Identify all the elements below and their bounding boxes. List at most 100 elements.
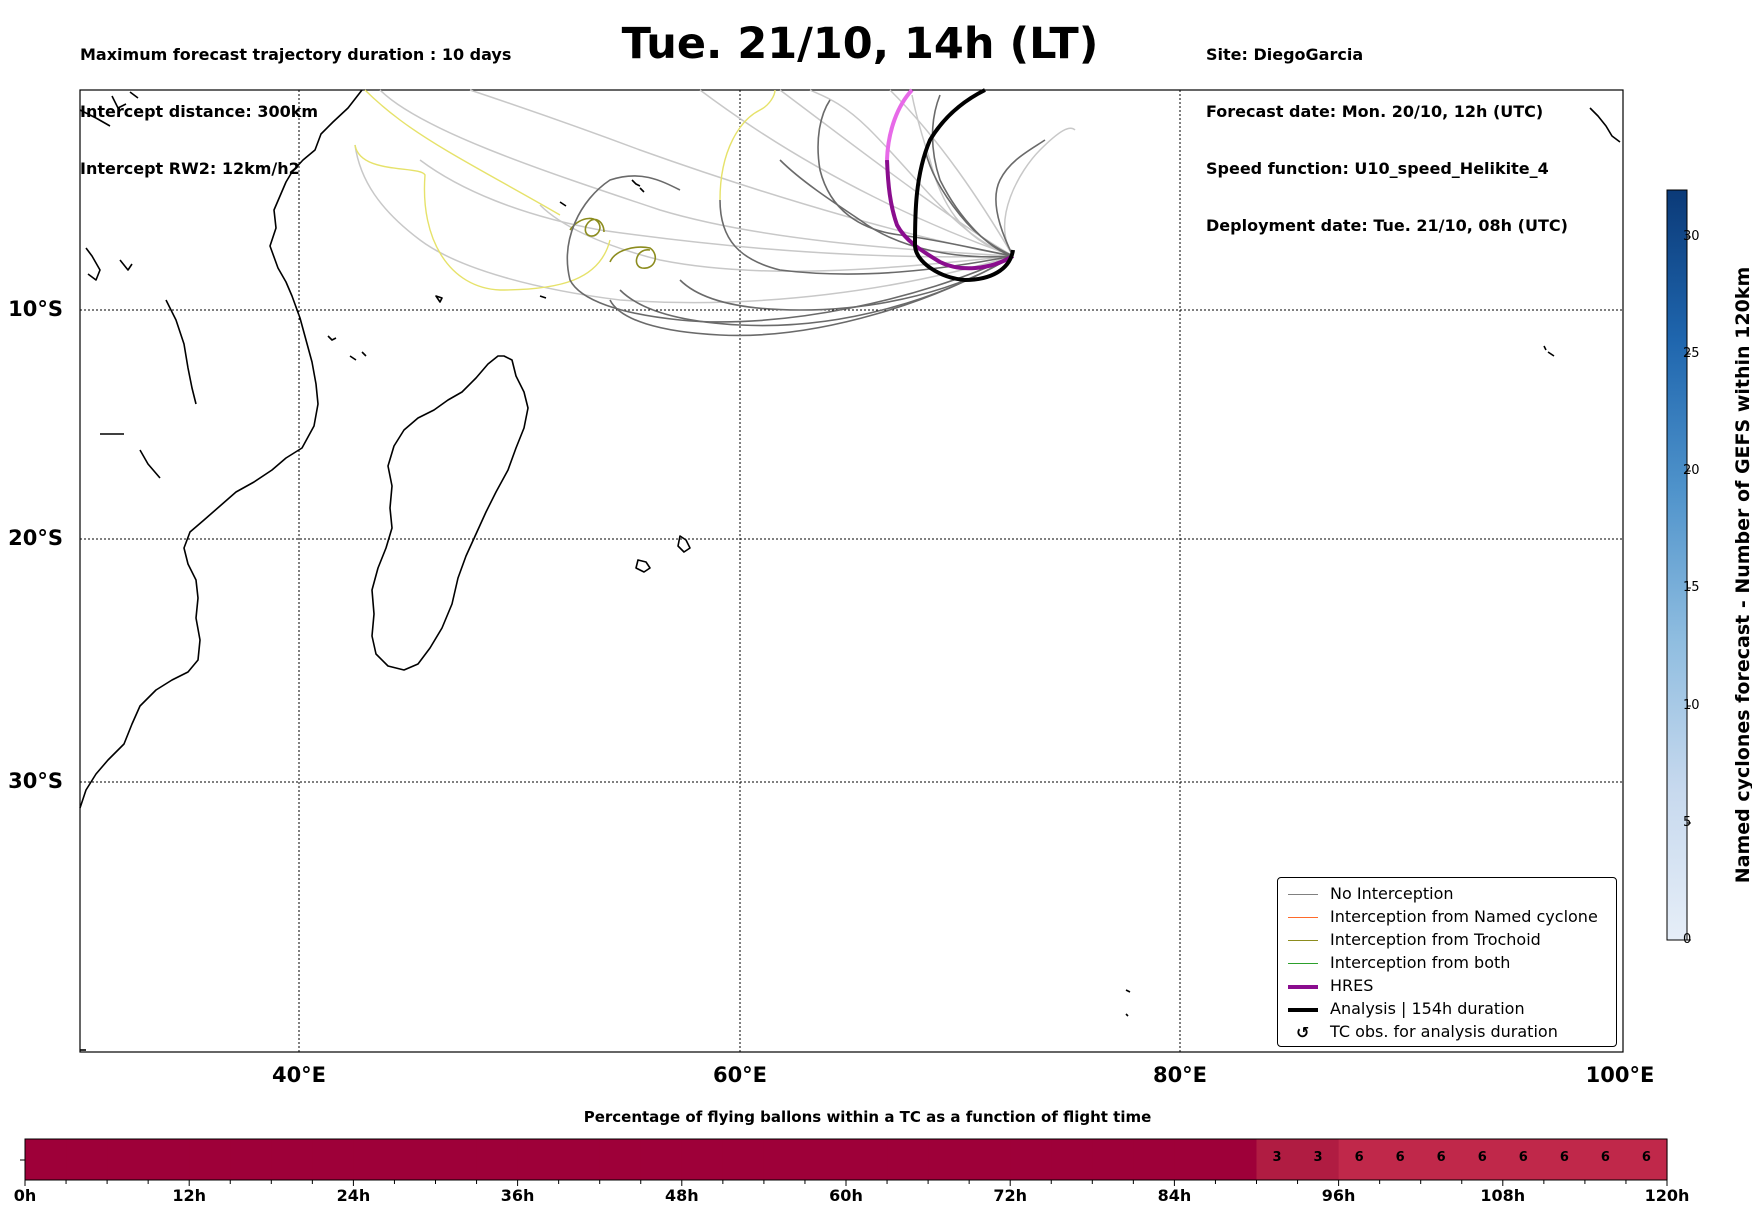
timebar-cell [722,1139,765,1180]
timebar-tick-label: 120h [1644,1186,1690,1205]
coastline-comoros [327,335,367,361]
map-legend: No Interception Interception from Named … [1277,877,1617,1047]
coastline-cocos [1543,345,1555,357]
timebar-cell [1010,1139,1052,1180]
legend-label: HRES [1330,976,1374,995]
coastline-somalia [79,91,139,127]
colorbar-tick-label: 0 [1683,932,1692,947]
colorbar-tick-label: 25 [1683,346,1700,361]
map-gridlines [80,90,1623,1052]
timebar-cell [1051,1139,1093,1180]
timebar-cell-value: 6 [1600,1150,1610,1165]
lat-tick-label: 20°S [8,526,63,550]
trajectories-trochoid [569,217,657,269]
header-info-right: Site: DiegoGarcia Forecast date: Mon. 20… [1206,7,1568,254]
trajectories-dark [566,94,1046,337]
legend-item-no-interception: No Interception [1278,883,1616,906]
map-frame [79,89,1624,1053]
timebar-cell [148,1139,190,1180]
header-info-line: Deployment date: Tue. 21/10, 08h (UTC) [1206,216,1568,235]
timebar-cell [640,1139,683,1180]
colorbar-tick-label: 20 [1683,463,1700,478]
timebar-tick-label: 36h [500,1186,535,1205]
timebar-cell [271,1139,313,1180]
timebar-cell [1092,1139,1134,1180]
timebar-cell [1297,1139,1340,1180]
timebar-tick-label: 96h [1321,1186,1356,1205]
timebar-cell-value: 6 [1395,1150,1405,1165]
timebar-tick-label: 48h [664,1186,699,1205]
legend-label: Interception from both [1330,953,1511,972]
timebar-cell [394,1139,437,1180]
timebar-cell [66,1139,108,1180]
colorbar-tick-label: 15 [1683,580,1700,595]
trajectory-analysis [912,88,1015,283]
legend-swatch [1288,917,1318,918]
timebar-cell [887,1139,929,1180]
timebar-tick-label: 60h [829,1186,863,1205]
trajectory-hres-tail [885,88,914,161]
lon-tick-label: 100°E [1586,1063,1655,1087]
timebar-cell [846,1139,888,1180]
coastlines [79,89,1621,1051]
legend-swatch [1288,894,1318,895]
header-info-line: Intercept distance: 300km [80,102,319,121]
coastline-lake-3 [100,433,161,479]
timebar-cell [1543,1139,1586,1180]
timebar-cell [763,1139,806,1180]
timebar-cell [25,1139,67,1180]
timebar-cell [517,1139,560,1180]
coastline-seychelles [559,179,645,207]
lon-axis-labels: 40°E 60°E 80°E 100°E [272,1063,1654,1087]
legend-swatch [1288,963,1318,964]
timebar-cell-value: 6 [1641,1150,1651,1165]
timebar-tick-label: 12h [172,1186,207,1205]
timebar-cell [476,1139,519,1180]
timebar-cell [599,1139,642,1180]
timebar-cell [1379,1139,1422,1180]
legend-item-named-cyclone: Interception from Named cyclone [1278,906,1616,929]
timebar-cell [558,1139,601,1180]
lon-tick-label: 60°E [713,1063,767,1087]
timebar-cell-value: 3 [1313,1150,1323,1165]
colorbar [1666,189,1688,941]
header-info-line: Maximum forecast trajectory duration : 1… [80,45,512,64]
legend-label: Interception from Named cyclone [1330,907,1598,926]
timebar-cell [1338,1139,1381,1180]
timebar-cell [435,1139,478,1180]
colorbar-tick-label: 10 [1683,698,1700,713]
coastline-mauritius [677,535,691,553]
header-info-line: Speed function: U10_speed_Helikite_4 [1206,159,1549,178]
coastline-madagascar [371,355,529,671]
timebar-tick-label: 72h [993,1186,1028,1205]
map-title: Tue. 21/10, 14h (LT) [621,19,1099,69]
timebar-tick-label: 84h [1157,1186,1192,1205]
legend-label: TC obs. for analysis duration [1330,1022,1558,1041]
coastline-lake-2 [85,247,101,281]
timebar-cell [189,1139,231,1180]
timebar-cell [1584,1139,1627,1180]
lat-tick-label: 30°S [8,769,63,793]
timebar-title: Percentage of flying ballons within a TC… [583,1108,1152,1126]
timebar-cell-value: 6 [1436,1150,1446,1165]
lat-tick-label: 10°S [8,297,63,321]
legend-label: No Interception [1330,884,1454,903]
timebar-cell [353,1139,396,1180]
legend-item-trochoid: Interception from Trochoid [1278,929,1616,952]
legend-item-analysis: Analysis | 154h duration [1278,998,1616,1021]
timebar-tick-label: 108h [1480,1186,1526,1205]
timebar-cell [1461,1139,1504,1180]
header-info-left: Maximum forecast trajectory duration : 1… [80,7,511,197]
coastline-africa [79,89,363,809]
timebar-cell [1174,1139,1217,1180]
coastline-reunion [635,559,651,573]
timebar-cell [1256,1139,1299,1180]
coastline-small-island [435,295,547,303]
coastline-sumatra [1589,107,1621,143]
legend-swatch [1288,940,1318,941]
legend-item-both: Interception from both [1278,952,1616,975]
legend-item-tc-obs: ↺ TC obs. for analysis duration [1278,1021,1616,1044]
timebar-cell [1625,1139,1668,1180]
colorbar-label: Named cyclones forecast - Number of GEFS… [1732,266,1752,884]
legend-swatch [1288,985,1318,989]
